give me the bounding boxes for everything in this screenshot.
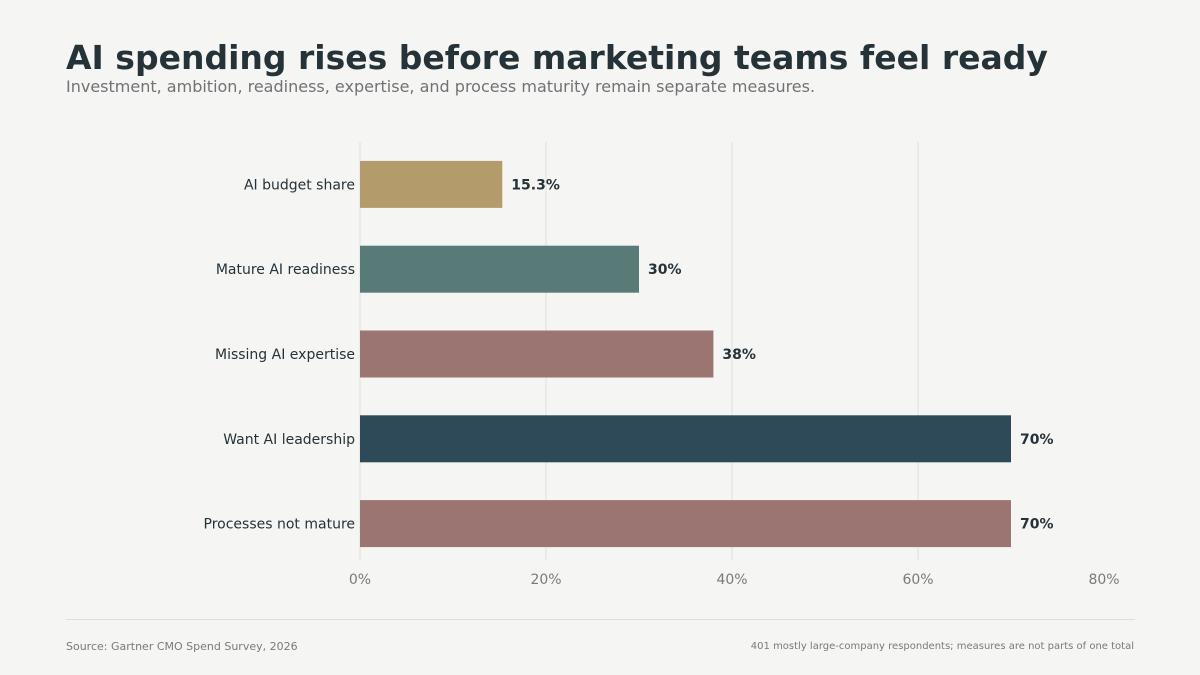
value-label: 30% (648, 262, 682, 278)
value-label: 70% (1020, 517, 1054, 533)
source-text: Source: Gartner CMO Spend Survey, 2026 (66, 640, 298, 653)
category-label: Want AI leadership (223, 432, 355, 448)
bar (360, 330, 714, 378)
x-tick-label: 80% (1088, 572, 1119, 588)
chart-title: AI spending rises before marketing teams… (66, 38, 1048, 77)
x-tick-label: 0% (349, 572, 371, 588)
bar (360, 500, 1011, 548)
chart-subtitle: Investment, ambition, readiness, experti… (66, 77, 816, 96)
footer-divider (66, 619, 1135, 620)
value-label: 70% (1020, 432, 1054, 448)
category-label: Missing AI expertise (215, 347, 355, 363)
value-label: 38% (722, 347, 756, 363)
x-tick-label: 40% (716, 572, 747, 588)
x-tick-label: 20% (530, 572, 561, 588)
bars-layer (360, 160, 1011, 548)
labels-layer: 0% 20% 40% 60% 80% AI budget share 15.3% Mature… (204, 177, 1120, 588)
category-label: AI budget share (244, 177, 355, 193)
bar-chart: 0% 20% 40% 60% 80% AI budget share 15.3% Mature… (204, 142, 1120, 588)
bar (360, 415, 1011, 463)
value-label: 15.3% (511, 177, 560, 193)
category-label: Processes not mature (204, 517, 355, 533)
footnote-text: 401 mostly large-company respondents; me… (750, 641, 1134, 652)
category-label: Mature AI readiness (216, 262, 355, 278)
x-tick-label: 60% (902, 572, 933, 588)
bar (360, 245, 639, 293)
bar (360, 160, 503, 208)
